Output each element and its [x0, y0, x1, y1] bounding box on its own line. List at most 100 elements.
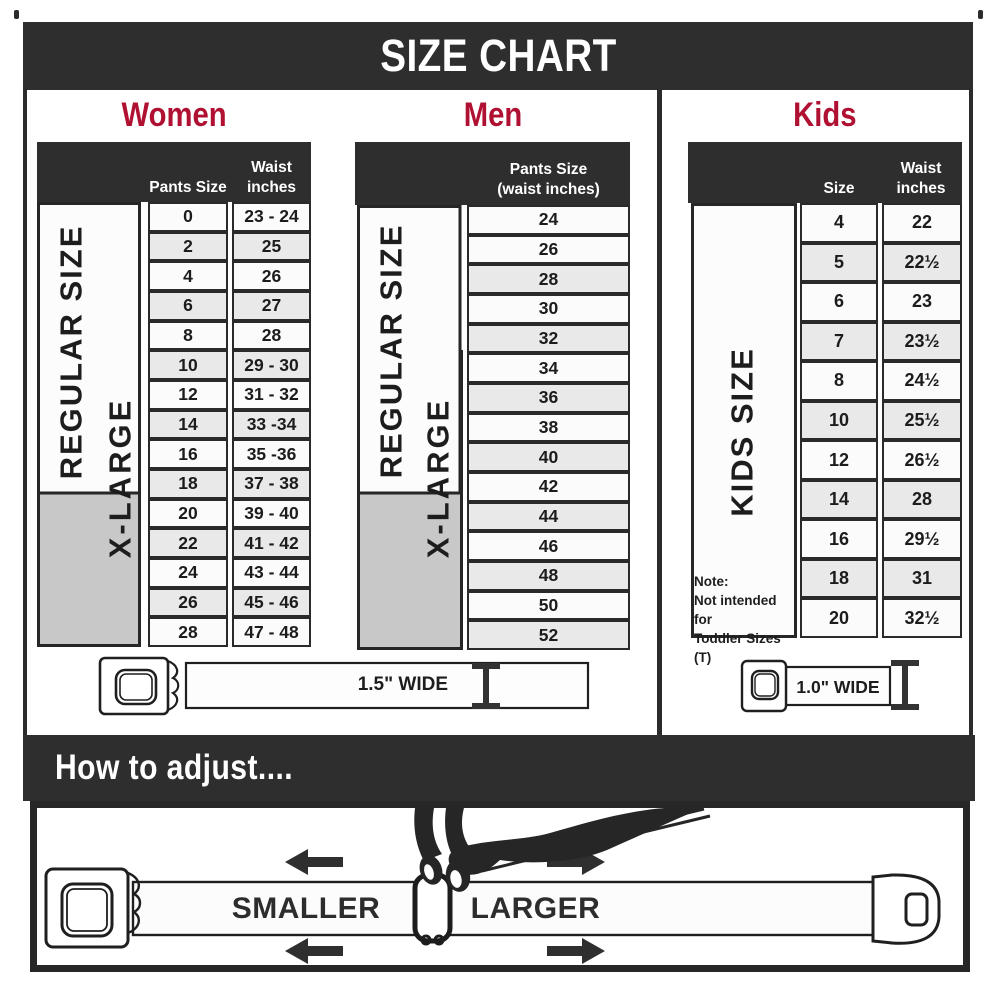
smaller-label: SMALLER — [231, 892, 381, 925]
page-title: SIZE CHART — [379, 30, 617, 81]
diagram-adjuster — [412, 872, 453, 946]
table-row: 8 24½ — [800, 361, 962, 401]
women-xlarge-label: X-LARGE — [103, 398, 138, 559]
table-row: 36 — [467, 383, 630, 413]
women-table-header: Pants Size Waist inches — [37, 142, 311, 202]
table-row: 34 — [467, 353, 630, 384]
table-row: 40 — [467, 442, 630, 473]
women-col1-header: Pants Size — [149, 179, 227, 196]
men-table-header: Pants Size (waist inches) — [355, 142, 630, 205]
table-cell: 46 — [467, 531, 630, 562]
adult-belt-buckle — [98, 656, 170, 716]
table-cell: 36 — [467, 383, 630, 413]
width-marker-icon — [891, 660, 919, 710]
table-row: 50 — [467, 590, 630, 621]
table-cell: 27 — [232, 291, 311, 321]
table-row: 6 27 — [148, 291, 311, 321]
table-row: 26 — [467, 234, 630, 265]
table-cell: 38 — [467, 412, 630, 443]
table-cell: 4 — [800, 203, 878, 243]
table-row: 7 23½ — [800, 321, 962, 362]
kids-col1-header: Size — [823, 180, 855, 197]
table-cell: 25½ — [882, 400, 962, 441]
men-size-bands: REGULAR SIZE X-LARGE — [357, 205, 463, 650]
table-cell: 5 — [800, 242, 878, 283]
table-cell: 2 — [148, 231, 228, 262]
kids-rows: 4 22 5 22½ 6 23 7 23½ 8 24½ 10 25½ 12 26½ 14 28 16 29½ 18 3… — [800, 203, 962, 639]
table-cell: 39 - 40 — [232, 498, 311, 529]
table-cell: 25 — [232, 231, 311, 262]
table-cell: 16 — [800, 519, 878, 559]
frame-right-border — [969, 88, 973, 735]
table-cell: 14 — [148, 409, 228, 440]
women-heading: Women — [121, 96, 227, 134]
table-cell: 31 — [882, 558, 962, 599]
men-regular-band — [357, 205, 462, 495]
table-cell: 10 — [800, 400, 878, 441]
table-row: 14 28 — [800, 479, 962, 520]
table-row: 18 37 - 38 — [148, 469, 311, 499]
table-cell: 43 - 44 — [232, 558, 311, 588]
men-xlarge-label: X-LARGE — [421, 398, 456, 559]
table-cell: 22 — [882, 203, 962, 243]
table-cell: 0 — [148, 202, 228, 232]
table-cell: 35 -36 — [232, 439, 311, 470]
how-to-adjust-banner: How to adjust.... — [23, 735, 975, 801]
table-cell: 20 — [800, 598, 878, 639]
table-cell: 26 — [148, 587, 228, 618]
table-row: 20 32½ — [800, 598, 962, 639]
table-row: 28 47 - 48 — [148, 617, 311, 648]
table-row: 44 — [467, 501, 630, 532]
table-row: 38 — [467, 412, 630, 443]
table-cell: 26½ — [882, 440, 962, 480]
table-cell: 24 — [148, 558, 228, 588]
table-cell: 12 — [800, 440, 878, 480]
table-cell: 23 - 24 — [232, 202, 311, 232]
table-cell: 8 — [148, 320, 228, 351]
table-cell: 52 — [467, 620, 630, 651]
table-row: 22 41 - 42 — [148, 528, 311, 559]
kids-table-header: Size Waist inches — [688, 142, 962, 203]
table-cell: 18 — [148, 469, 228, 499]
frame-corner-left — [14, 10, 19, 19]
table-cell: 12 — [148, 380, 228, 410]
kids-heading: Kids — [793, 96, 857, 134]
table-cell: 50 — [467, 590, 630, 621]
diagram-belt-tail — [871, 873, 941, 945]
adult-belt-strap — [184, 661, 590, 710]
table-cell: 48 — [467, 561, 630, 591]
table-cell: 32 — [467, 323, 630, 354]
table-row: 28 — [467, 264, 630, 295]
table-cell: 24 — [467, 205, 630, 235]
table-row: 4 26 — [148, 261, 311, 292]
table-row: 2 25 — [148, 231, 311, 262]
table-row: 10 25½ — [800, 400, 962, 441]
table-row: 6 23 — [800, 282, 962, 322]
frame-left-border — [23, 88, 27, 735]
table-cell: 29 - 30 — [232, 350, 311, 381]
table-cell: 37 - 38 — [232, 469, 311, 499]
table-cell: 6 — [148, 291, 228, 321]
kids-note: Note: Not intended for Toddler Sizes (T) — [694, 574, 781, 665]
how-to-adjust-heading: How to adjust.... — [55, 748, 294, 787]
table-row: 16 29½ — [800, 519, 962, 559]
table-row: 30 — [467, 294, 630, 324]
women-rows: 0 23 - 24 2 25 4 26 6 27 8 28 10 29 - 30 12 31 - 32 14… — [148, 202, 311, 648]
table-cell: 4 — [148, 261, 228, 292]
smaller-arrows — [285, 849, 343, 964]
table-cell: 32½ — [882, 598, 962, 639]
men-col-header: Pants Size (waist inches) — [497, 161, 600, 198]
table-cell: 30 — [467, 294, 630, 324]
table-cell: 29½ — [882, 519, 962, 559]
table-row: 4 22 — [800, 203, 962, 243]
kids-col2-header: Waist inches — [896, 160, 946, 197]
table-cell: 42 — [467, 472, 630, 502]
table-row: 24 — [467, 205, 630, 235]
men-rows: 24 26 28 30 32 34 36 38 40 42 44 46 48 50 52 — [467, 205, 630, 651]
diagram-belt-buckle — [44, 867, 142, 949]
table-cell: 7 — [800, 321, 878, 362]
women-regular-band — [37, 202, 141, 495]
adult-belt-illustration — [98, 656, 590, 716]
diagram-belt-strap — [131, 880, 875, 937]
